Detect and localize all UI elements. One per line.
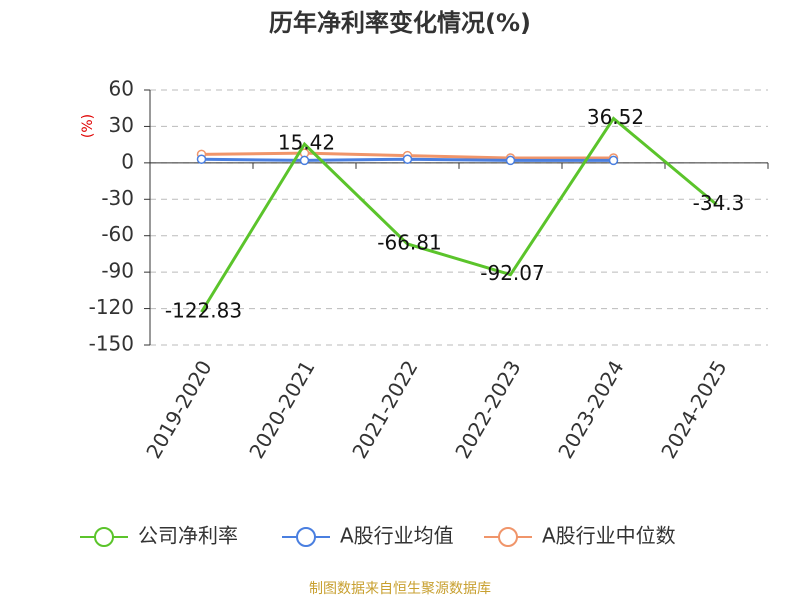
y-tick-label: -120	[89, 295, 134, 319]
x-tick-label: 2021-2022	[347, 356, 422, 462]
data-label: -66.81	[377, 230, 441, 254]
y-tick-label: 30	[109, 113, 134, 137]
y-axis-label: (%)	[80, 114, 96, 138]
legend-label: A股行业中位数	[542, 524, 676, 548]
x-tick-label: 2024-2025	[656, 356, 731, 462]
point	[608, 155, 619, 166]
y-tick-label: -150	[89, 332, 134, 356]
y-tick-label: -60	[101, 222, 134, 246]
x-tick-label: 2019-2020	[141, 356, 216, 462]
data-label: -122.83	[165, 299, 242, 323]
point	[505, 155, 516, 166]
point	[299, 155, 310, 166]
data-label: 36.52	[587, 105, 644, 129]
series-line	[200, 116, 718, 313]
legend-marker	[498, 527, 518, 547]
source-note: 制图数据来自恒生聚源数据库	[309, 581, 491, 597]
x-tick-label: 2023-2024	[553, 356, 628, 462]
y-tick-label: -30	[101, 186, 134, 210]
y-tick-label: -90	[101, 259, 134, 283]
data-label: -92.07	[480, 261, 544, 285]
chart-title: 历年净利率变化情况(%)	[269, 9, 531, 37]
x-tick-label: 2020-2021	[244, 356, 319, 462]
legend-label: 公司净利率	[138, 524, 238, 548]
x-tick-label: 2022-2023	[450, 356, 525, 462]
data-label: 15.42	[278, 131, 335, 155]
legend-label: A股行业均值	[340, 524, 454, 548]
y-tick-label: 0	[121, 149, 134, 173]
y-tick-label: 60	[109, 77, 134, 101]
legend-marker	[296, 527, 316, 547]
point	[402, 154, 413, 164]
legend-marker	[94, 527, 114, 547]
point	[196, 154, 207, 164]
data-label: -34.3	[693, 191, 745, 215]
